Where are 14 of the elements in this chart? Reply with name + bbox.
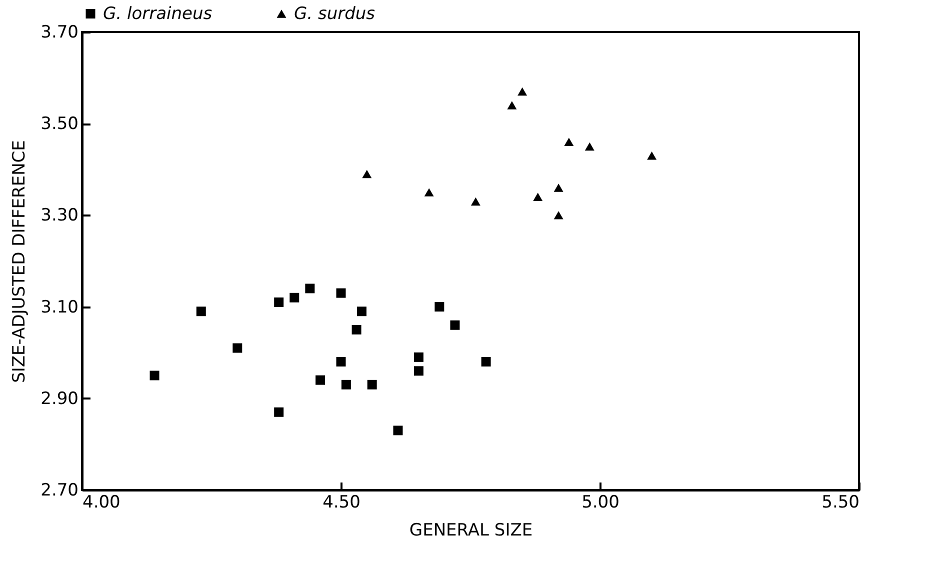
y-tick-label: 2.90 — [40, 388, 78, 409]
x-tick-label: 4.00 — [82, 492, 120, 512]
legend-label: G. lorraineus — [103, 4, 212, 24]
x-tick-label: 5.50 — [822, 492, 860, 512]
y-tick-label: 3.30 — [40, 206, 78, 226]
x-tick-label: 4.50 — [322, 492, 360, 512]
y-tick-label: 3.10 — [40, 297, 78, 318]
x-axis-title: GENERAL SIZE — [409, 520, 533, 540]
y-tick-label: 3.70 — [40, 22, 78, 42]
y-tick-label: 2.70 — [40, 480, 78, 500]
x-tick-label: 5.00 — [582, 492, 620, 512]
legend-label: G. surdus — [294, 4, 376, 24]
y-axis-title: SIZE-ADJUSTED DIFFERENCE — [10, 140, 30, 383]
y-tick-label: 3.50 — [40, 114, 78, 134]
